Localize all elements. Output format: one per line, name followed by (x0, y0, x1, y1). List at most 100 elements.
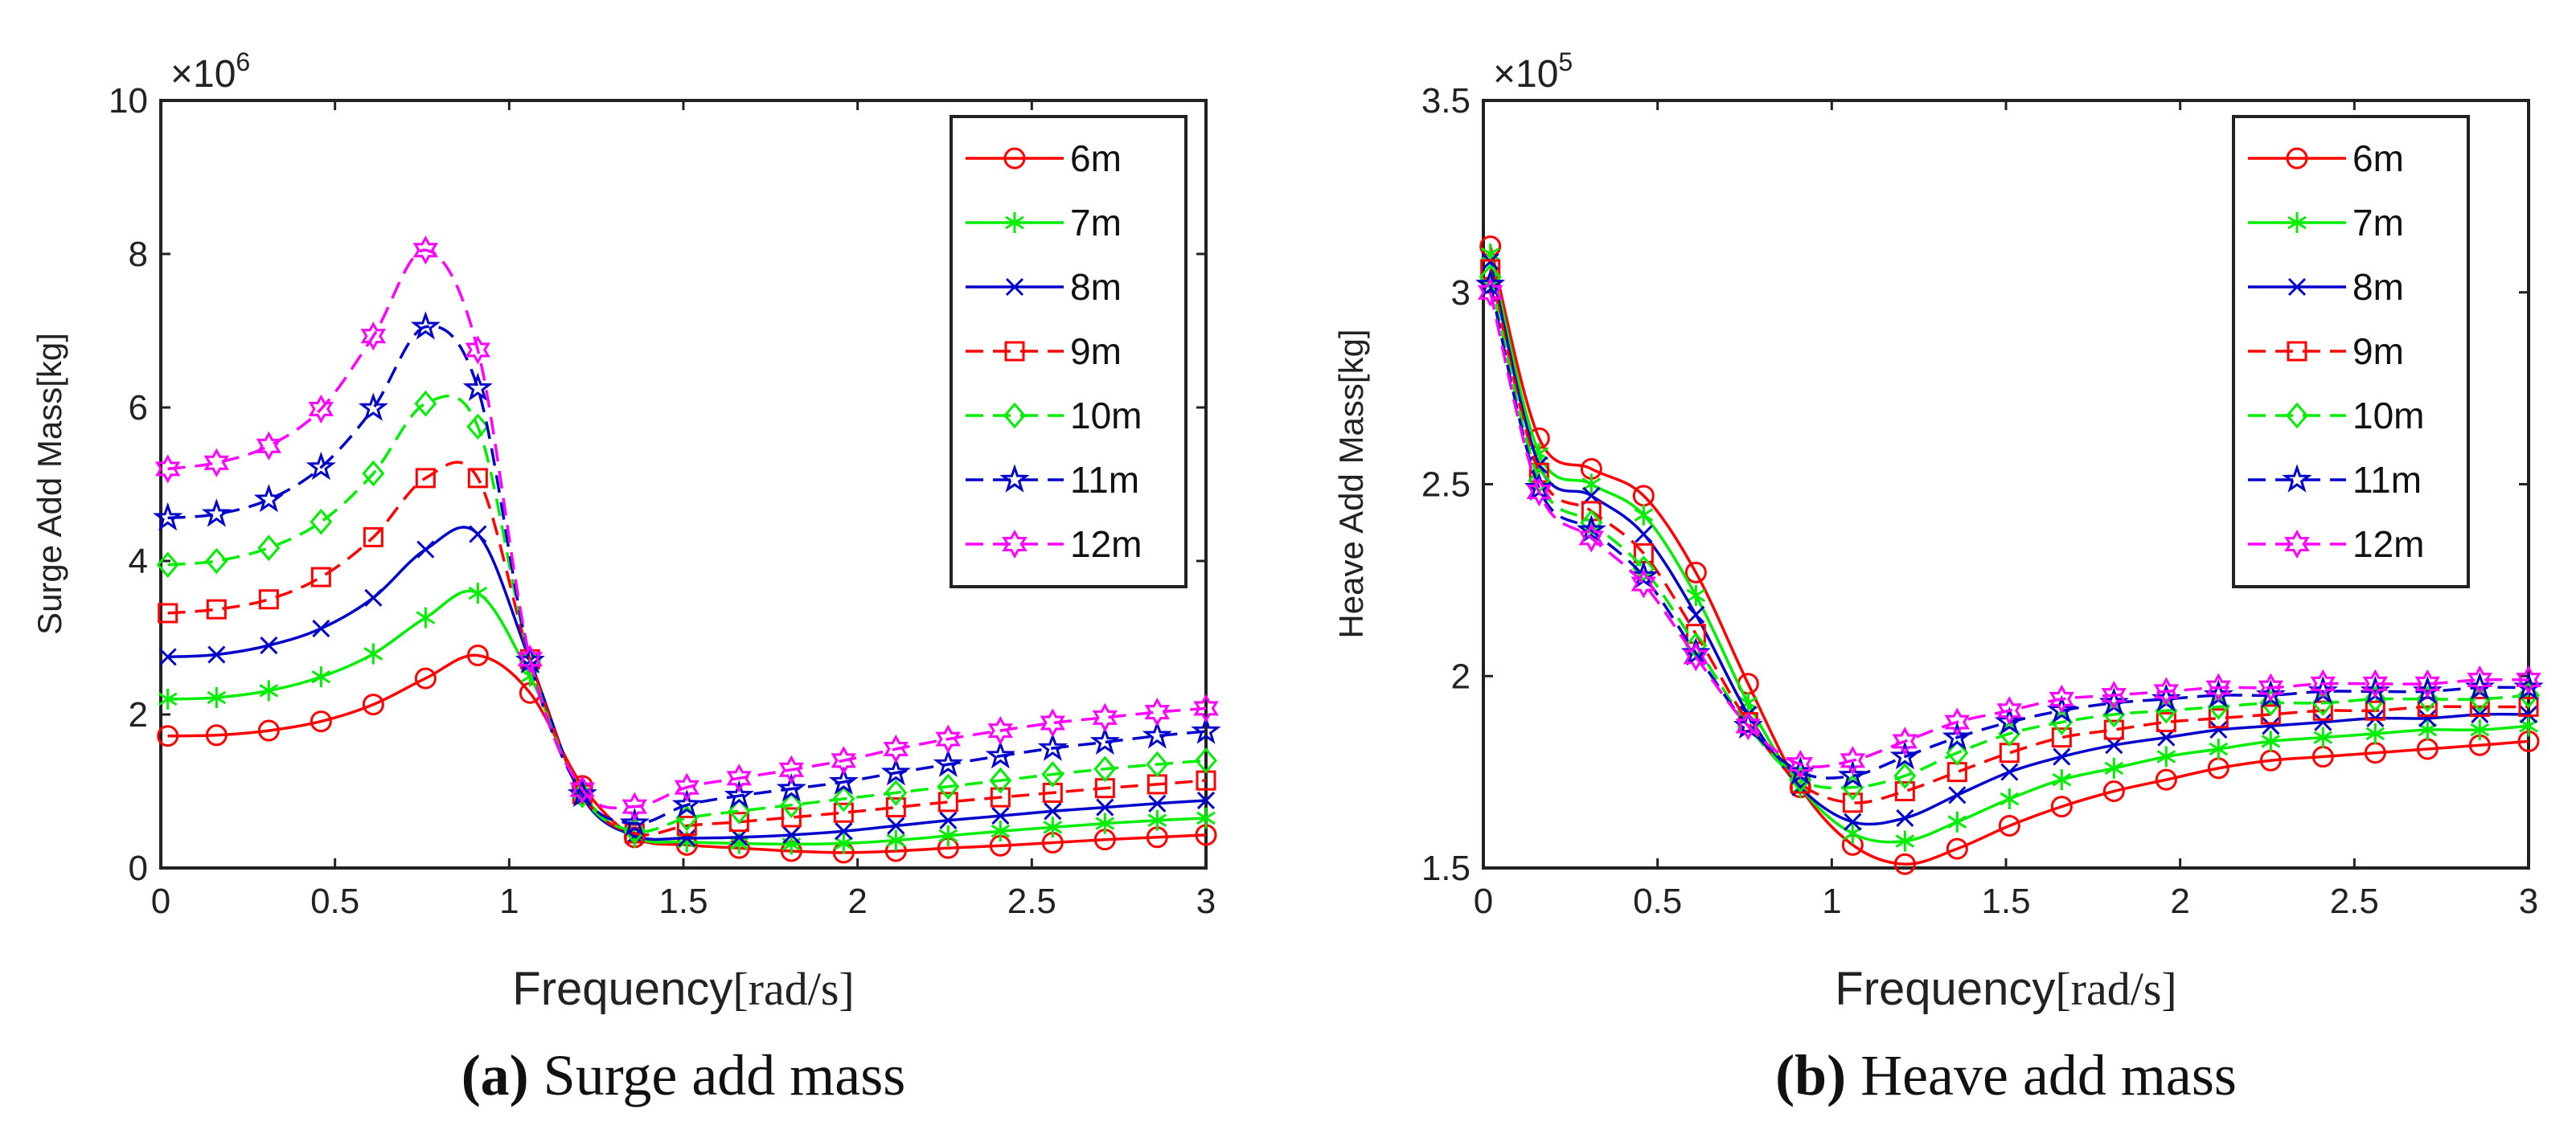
series-11m (153, 311, 1221, 837)
legend-label: 9m (1070, 330, 1122, 372)
xticks-b: 0 0.5 1 1.5 2 2.5 3 (1474, 100, 2538, 921)
data-point-8m (2000, 763, 2019, 781)
data-point-11m (1628, 560, 1659, 589)
data-point-9m (310, 567, 331, 587)
data-point-10m (780, 792, 803, 818)
data-point-12m (2467, 665, 2492, 695)
data-point-10m (205, 547, 228, 575)
data-point-12m (569, 775, 595, 804)
data-point-6m (1998, 814, 2020, 837)
data-point-12m (308, 394, 334, 424)
legend-entry-7m: 7m (2248, 202, 2404, 244)
legend-b: 6m 7m 8m 9m 10m 11m 12m (2232, 115, 2470, 588)
y-axis-label-a: Surge Add Mass[kg] (31, 333, 68, 635)
data-point-7m (2470, 719, 2490, 741)
data-point-10m (257, 534, 281, 562)
series-line-11m (167, 325, 1207, 825)
data-point-7m (2000, 788, 2020, 810)
data-point-11m (1475, 268, 1506, 297)
data-point-10m (1946, 739, 1969, 767)
series-12m (155, 235, 1219, 821)
data-point-12m (2362, 669, 2388, 698)
x-tick-label: 0.5 (1633, 882, 1682, 921)
data-point-9m (2208, 708, 2229, 729)
legend-entry-10m: 10m (966, 395, 1142, 436)
data-point-12m (621, 792, 647, 821)
legend-marker (999, 464, 1030, 493)
data-point-12m (1840, 746, 1865, 776)
series-10m (156, 390, 1217, 845)
data-point-10m (310, 508, 333, 535)
x-tick-label: 1.5 (1981, 882, 2030, 921)
legend-label: 6m (1070, 137, 1122, 179)
data-point-12m (1092, 702, 1118, 732)
series-line-7m (167, 589, 1207, 846)
data-point-9m (2365, 700, 2385, 721)
data-point-9m (990, 787, 1011, 808)
legend-label: 11m (1070, 459, 1139, 501)
yticks-b: 1.5 2 2.5 3 3.5 (1421, 81, 2529, 888)
data-point-11m (671, 789, 702, 818)
legend-entry-8m: 8m (966, 266, 1122, 308)
legend-label: 8m (1070, 266, 1122, 308)
data-point-7m (363, 643, 384, 665)
x-tick-label: 2.5 (2330, 882, 2379, 921)
legend-marker (1004, 341, 1025, 362)
data-point-6m (157, 725, 179, 747)
data-point-11m (828, 766, 859, 795)
data-point-7m (938, 825, 958, 846)
data-point-7m (416, 607, 436, 628)
data-point-8m (1687, 605, 1705, 624)
data-point-12m (1193, 694, 1219, 723)
data-point-12m (203, 448, 229, 477)
data-point-6m (257, 719, 280, 742)
legend-entry-9m: 9m (2248, 330, 2404, 372)
legend-entry-6m: 6m (966, 137, 1122, 179)
data-point-12m (2205, 673, 2231, 702)
y-tick-label: 0 (129, 849, 148, 888)
data-point-11m (619, 808, 650, 837)
data-point-10m (1146, 751, 1169, 778)
data-point-11m (358, 392, 388, 421)
data-point-9m (158, 603, 178, 624)
data-point-7m (158, 688, 178, 710)
data-point-9m (2051, 727, 2072, 748)
data-point-8m (835, 822, 853, 841)
y-axis-label-b: Heave Add Mass[kg] (1332, 329, 1370, 638)
legend-label: 8m (2352, 266, 2404, 308)
y-tick-label: 6 (129, 388, 148, 428)
caption-a: (a) Surge add mass (461, 1043, 906, 1107)
data-point-11m (1037, 732, 1068, 761)
data-point-8m (2053, 747, 2071, 766)
legend-entry-7m: 7m (966, 202, 1122, 244)
data-point-8m (469, 525, 487, 543)
data-point-6m (2155, 768, 2177, 791)
data-point-11m (201, 498, 232, 527)
y-tick-label: 3.5 (1421, 81, 1471, 121)
x-tick-label: 2 (847, 882, 867, 921)
data-point-12m (674, 772, 699, 802)
data-point-7m (259, 680, 279, 702)
data-point-6m (362, 694, 384, 716)
legend-label: 9m (2352, 330, 2404, 372)
data-point-10m (1093, 755, 1117, 783)
series-12m (1478, 277, 2541, 780)
chart-panel-a: 0 0.5 1 1.5 2 2.5 3 0 2 4 6 8 10 ×106 Surge Add Mas… (31, 47, 1221, 1107)
y-tick-label: 1.5 (1421, 849, 1471, 888)
data-point-10m (362, 460, 385, 487)
x-tick-label: 1.5 (658, 882, 708, 921)
legend-entry-11m: 11m (966, 459, 1139, 501)
data-point-8m (2314, 713, 2332, 731)
data-point-12m (2516, 665, 2541, 695)
x-axis-label-b: Frequency[rad/s] (1835, 963, 2176, 1015)
data-point-7m (1895, 830, 1915, 852)
legend-label: 11m (2352, 459, 2422, 501)
data-point-8m (2418, 709, 2437, 727)
data-point-11m (1576, 514, 1606, 543)
data-point-8m (207, 645, 226, 664)
data-point-8m (364, 588, 383, 607)
legend-marker (2282, 464, 2312, 493)
data-point-9m (728, 812, 749, 833)
legend-marker (1002, 529, 1028, 559)
data-point-12m (778, 755, 804, 784)
